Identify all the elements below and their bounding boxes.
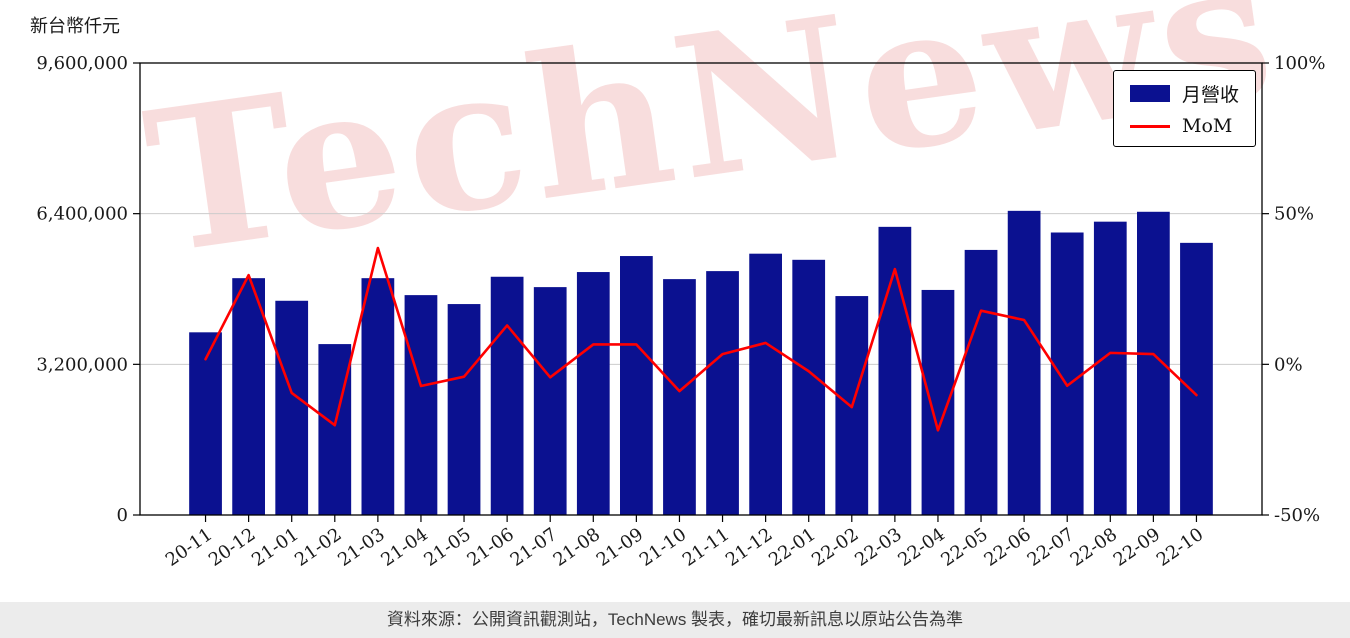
x-tick-label-21-08: 21-08 xyxy=(550,524,605,571)
revenue-bar-22-07 xyxy=(1050,232,1084,515)
revenue-bar-20-11 xyxy=(189,332,222,515)
legend: 月營收 MoM xyxy=(1112,70,1256,147)
legend-item-revenue: 月營收 xyxy=(1129,80,1239,107)
revenue-bar-22-06 xyxy=(1007,210,1041,515)
revenue-bar-21-12 xyxy=(749,253,782,515)
x-tick-label-22-01: 22-01 xyxy=(765,524,820,571)
revenue-bar-21-11 xyxy=(706,271,739,515)
revenue-bar-21-02 xyxy=(318,344,352,515)
x-tick-label-21-11: 21-11 xyxy=(679,524,734,571)
right-tick-label: -50% xyxy=(1274,505,1320,526)
plot-frame xyxy=(139,62,1263,516)
revenue-bar-22-03 xyxy=(878,226,912,515)
revenue-bar-21-08 xyxy=(576,272,610,515)
x-tick-label-22-04: 22-04 xyxy=(894,524,949,571)
x-tick-label-21-07: 21-07 xyxy=(507,524,562,571)
x-tick-label-22-07: 22-07 xyxy=(1024,524,1079,571)
x-tick-label-20-11: 20-11 xyxy=(162,524,217,571)
x-tick-label-21-01: 21-01 xyxy=(248,524,303,571)
revenue-bar-21-03 xyxy=(361,278,395,515)
revenue-bar-swatch-icon xyxy=(1129,85,1170,102)
mom-line-swatch-icon xyxy=(1129,124,1170,128)
legend-item-mom: MoM xyxy=(1129,115,1239,137)
x-tick-label-21-12: 21-12 xyxy=(722,524,777,571)
revenue-bar-22-08 xyxy=(1093,221,1127,515)
x-tick-label-22-02: 22-02 xyxy=(808,524,863,571)
revenue-bar-22-05 xyxy=(964,249,998,515)
left-tick-label: 3,200,000 xyxy=(36,354,128,375)
left-tick-label: 0 xyxy=(117,505,128,526)
source-footer: 資料來源：公開資訊觀測站，TechNews 製表，確切最新訊息以原站公告為準 xyxy=(0,602,1350,638)
revenue-bar-21-09 xyxy=(620,256,653,515)
revenue-bar-21-05 xyxy=(447,304,481,515)
x-tick-label-20-12: 20-12 xyxy=(205,524,260,571)
left-tick-label: 6,400,000 xyxy=(36,204,128,225)
x-tick-label-22-09: 22-09 xyxy=(1110,524,1165,571)
x-tick-label-22-03: 22-03 xyxy=(851,524,906,571)
left-tick-label: 9,600,000 xyxy=(36,53,128,74)
x-tick-label-21-05: 21-05 xyxy=(420,524,475,571)
x-tick-label-21-03: 21-03 xyxy=(334,524,389,571)
legend-label-revenue: 月營收 xyxy=(1181,84,1239,106)
x-tick-label-22-10: 22-10 xyxy=(1153,524,1208,571)
x-tick-label-22-06: 22-06 xyxy=(980,524,1035,571)
y-axis-unit-label: 新台幣仟元 xyxy=(30,16,120,37)
revenue-bar-21-01 xyxy=(275,300,309,515)
revenue-mom-chart: 0 3,200,000 6,400,000 9,600,000 -50% 0% 50% 100… xyxy=(36,53,1325,571)
legend-label-mom: MoM xyxy=(1181,115,1233,137)
x-tick-label-21-09: 21-09 xyxy=(593,524,648,571)
revenue-bar-22-10 xyxy=(1180,242,1213,515)
x-tick-label-21-10: 21-10 xyxy=(636,524,691,571)
right-tick-label: 0% xyxy=(1274,354,1303,375)
mom-line xyxy=(204,246,1198,432)
revenue-bar-21-07 xyxy=(533,287,567,515)
revenue-bar-21-06 xyxy=(490,276,524,515)
x-tick-label-21-02: 21-02 xyxy=(291,524,346,571)
revenue-bar-22-01 xyxy=(792,259,826,515)
x-tick-label-22-08: 22-08 xyxy=(1067,524,1122,571)
right-tick-label: 50% xyxy=(1274,204,1314,225)
x-tick-label-22-05: 22-05 xyxy=(937,524,992,571)
revenue-bar-22-04 xyxy=(921,289,955,515)
x-tick-label-21-04: 21-04 xyxy=(377,524,432,571)
revenue-bar-20-12 xyxy=(232,278,265,515)
revenue-bar-21-10 xyxy=(663,279,696,515)
x-tick-label-21-06: 21-06 xyxy=(463,524,518,571)
revenue-bar-21-04 xyxy=(404,295,438,515)
right-tick-label: 100% xyxy=(1274,53,1325,74)
